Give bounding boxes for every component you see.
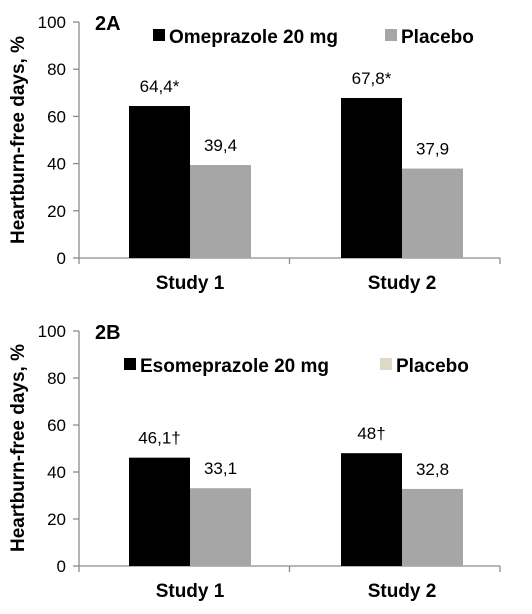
- x-category-label: Study 1: [156, 273, 225, 294]
- y-axis-label: Heartburn-free days, %: [8, 36, 29, 244]
- bar-placebo-2: [402, 488, 463, 566]
- data-label: 64,4*: [140, 77, 180, 96]
- chart-panel-2b: 0 20 40 60 80 100 Heartburn-free days, % 2B 46,1…: [8, 322, 501, 602]
- legend-swatch: [153, 29, 165, 41]
- y-tick-label: 20: [47, 510, 66, 529]
- y-tick-label: 60: [47, 107, 66, 126]
- bar-drug-1: [129, 106, 190, 259]
- data-label: 33,1: [204, 459, 237, 478]
- data-label: 48†: [357, 424, 385, 443]
- legend-swatch: [380, 358, 392, 370]
- bar-drug-2: [341, 453, 402, 566]
- data-label: 67,8*: [352, 69, 392, 88]
- y-tick-label: 80: [47, 60, 66, 79]
- chart-panel-2a: 0 20 40 60 80 100 Heartburn-free days, % 2A 64,4…: [8, 13, 501, 294]
- x-category-label: Study 2: [368, 581, 437, 602]
- legend-swatch: [124, 358, 136, 370]
- legend-swatch: [385, 29, 397, 41]
- x-category-label: Study 2: [368, 273, 437, 294]
- data-label: 32,8: [416, 460, 449, 479]
- y-tick-label: 100: [38, 13, 66, 32]
- bar-drug-1: [129, 457, 190, 566]
- y-tick-label: 20: [47, 202, 66, 221]
- y-tick-label: 0: [57, 557, 66, 576]
- y-tick-label: 40: [47, 155, 66, 174]
- y-tick-label: 60: [47, 416, 66, 435]
- data-label: 46,1†: [138, 429, 181, 448]
- y-tick-label: 0: [57, 249, 66, 268]
- bar-placebo-1: [190, 165, 251, 258]
- data-label: 37,9: [416, 140, 449, 159]
- panel-label: 2B: [95, 322, 121, 344]
- bar-drug-2: [341, 97, 402, 258]
- legend-label: Placebo: [396, 356, 469, 377]
- y-tick-label: 40: [47, 463, 66, 482]
- x-category-label: Study 1: [156, 581, 225, 602]
- bar-placebo-2: [402, 168, 463, 258]
- legend-label: Esomeprazole 20 mg: [140, 356, 329, 377]
- y-axis-label: Heartburn-free days, %: [8, 344, 29, 552]
- bar-placebo-1: [190, 488, 251, 566]
- legend-label: Omeprazole 20 mg: [169, 27, 338, 48]
- data-label: 39,4: [204, 136, 237, 155]
- legend-label: Placebo: [401, 27, 474, 48]
- y-tick-label: 80: [47, 369, 66, 388]
- panel-label: 2A: [95, 13, 121, 35]
- y-tick-label: 100: [38, 322, 66, 341]
